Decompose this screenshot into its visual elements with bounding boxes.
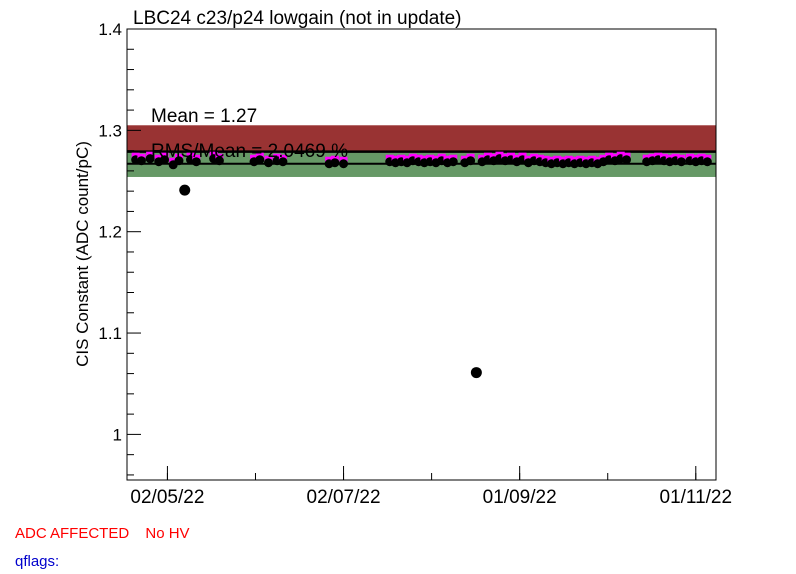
x-tick-label: 02/05/22 <box>130 487 204 508</box>
x-tick-label: 01/11/22 <box>660 487 733 508</box>
y-tick-label: 1.2 <box>98 223 122 242</box>
y-axis: 1 1.1 1.2 1.3 1.4 <box>98 20 141 476</box>
data-point <box>145 154 155 164</box>
rms-annotation: RMS/Mean = 2.0469 % <box>151 141 348 162</box>
data-point <box>214 156 224 166</box>
y-axis-label: CIS Constant (ADC count/pC) <box>73 141 92 367</box>
data-point <box>191 157 201 167</box>
band-upper <box>127 125 716 152</box>
data-point <box>702 157 712 167</box>
data-point <box>255 155 265 165</box>
x-tick-label: 01/09/22 <box>483 487 557 508</box>
mean-annotation: Mean = 1.27 <box>151 106 257 127</box>
data-point <box>466 156 476 166</box>
plot-frame <box>126 28 717 481</box>
data-point <box>339 159 349 169</box>
outlier-point <box>179 184 191 196</box>
data-point <box>448 157 458 167</box>
data-point <box>160 155 170 165</box>
status-flags: ADC AFFECTED No HV <box>15 525 202 542</box>
data-point <box>174 156 184 166</box>
flag-adc-affected: ADC AFFECTED <box>15 525 130 542</box>
chart-title: LBC24 c23/p24 lowgain (not in update) <box>133 8 462 29</box>
y-tick-label: 1 <box>113 425 122 444</box>
data-point <box>676 157 686 167</box>
y-tick-label: 1.4 <box>98 20 122 39</box>
data-point <box>263 158 273 168</box>
data-points <box>131 151 712 379</box>
data-point <box>621 155 631 165</box>
x-tick-label: 02/07/22 <box>307 487 381 508</box>
data-point <box>330 158 340 168</box>
qflags-label: qflags: <box>15 553 60 570</box>
outlier-point <box>470 367 482 379</box>
flag-no-hv: No HV <box>145 525 190 542</box>
y-tick-label: 1.3 <box>98 121 122 140</box>
x-axis: 02/05/22 02/07/22 01/09/22 01/11/22 <box>130 466 732 508</box>
y-tick-label: 1.1 <box>98 324 122 343</box>
data-point <box>136 156 146 166</box>
data-point <box>278 157 288 167</box>
